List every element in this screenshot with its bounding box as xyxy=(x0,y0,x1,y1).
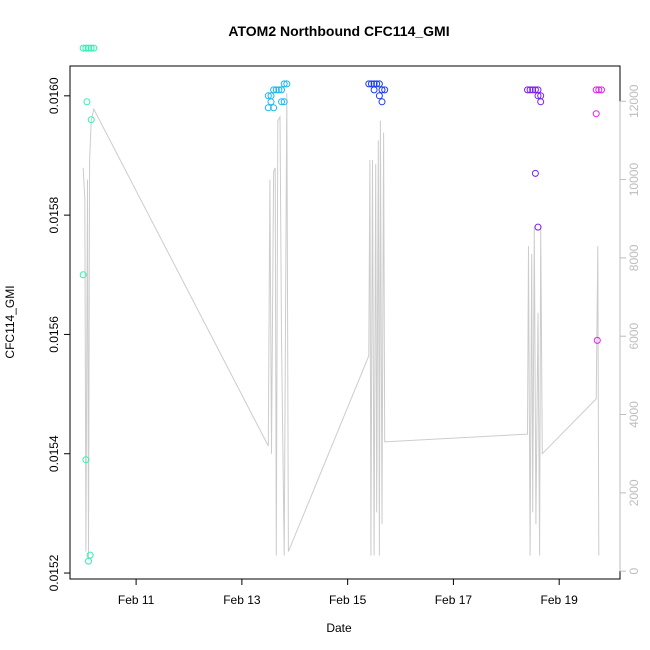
data-point xyxy=(526,86,534,94)
data-point xyxy=(598,86,605,94)
data-point xyxy=(375,80,383,88)
data-point xyxy=(375,92,383,100)
data-point xyxy=(264,104,272,112)
data-point xyxy=(280,80,288,88)
data-point xyxy=(531,169,539,177)
data-point xyxy=(87,116,95,124)
x-axis-label: Date xyxy=(326,621,352,635)
data-point xyxy=(79,44,87,52)
x-tick-label: Feb 17 xyxy=(435,593,473,607)
data-point xyxy=(367,80,375,88)
x-tick-label: Feb 13 xyxy=(223,593,261,607)
y-tick-label: 0.0160 xyxy=(47,77,61,114)
data-point xyxy=(85,557,92,565)
data-point xyxy=(593,336,601,344)
data-point xyxy=(373,80,381,88)
y-tick-label: 0.0152 xyxy=(47,554,61,591)
data-point xyxy=(275,86,283,94)
data-point xyxy=(278,98,285,106)
x-axis: Feb 11 Feb 13 Feb 15 Feb 17 Feb 19 xyxy=(118,579,578,607)
data-point xyxy=(378,86,386,94)
y-axis-label: CFC114_GMI xyxy=(3,285,17,358)
data-point xyxy=(283,80,291,88)
y2-tick-label: 4000 xyxy=(627,401,641,428)
y-tick-label: 0.0158 xyxy=(47,196,61,233)
data-point xyxy=(365,80,373,88)
data-point xyxy=(270,104,278,112)
data-point xyxy=(534,223,542,231)
y-axis: 0.0152 0.0154 0.0156 0.0158 0.0160 xyxy=(47,77,70,591)
data-point xyxy=(595,86,603,94)
points-layer xyxy=(79,44,605,565)
data-point xyxy=(592,86,600,94)
data-point xyxy=(524,86,531,94)
data-point xyxy=(272,86,280,94)
y2-tick-label: 10000 xyxy=(627,163,641,197)
data-point xyxy=(79,271,87,279)
data-point xyxy=(370,86,378,94)
chart-title: ATOM2 Northbound CFC114_GMI xyxy=(228,23,449,39)
y-tick-label: 0.0154 xyxy=(47,435,61,472)
y2-line-layer xyxy=(82,93,600,560)
x-tick-label: Feb 19 xyxy=(541,593,579,607)
y2-tick-label: 6000 xyxy=(627,323,641,350)
data-point xyxy=(90,44,98,52)
data-point xyxy=(264,92,272,100)
data-point xyxy=(537,98,545,106)
y2-tick-label: 2000 xyxy=(627,479,641,506)
data-point xyxy=(378,98,386,106)
y2-tick-label: 8000 xyxy=(627,244,641,271)
x-tick-label: Feb 15 xyxy=(329,593,367,607)
x-tick-label: Feb 11 xyxy=(118,593,155,607)
data-point xyxy=(381,86,389,94)
y2-series-line xyxy=(82,93,600,560)
y2-tick-label: 12000 xyxy=(627,84,641,118)
data-point xyxy=(83,98,91,106)
data-point xyxy=(278,86,285,94)
data-point xyxy=(529,86,537,94)
data-point xyxy=(531,86,539,94)
y2-tick-label: 0 xyxy=(627,568,641,575)
data-point xyxy=(82,456,90,464)
y2-axis: 0 2000 4000 6000 8000 10000 12000 xyxy=(619,84,641,575)
data-point xyxy=(267,98,275,106)
data-point xyxy=(592,110,600,118)
data-point xyxy=(87,44,95,52)
data-point xyxy=(82,44,90,52)
data-point xyxy=(270,86,278,94)
data-point xyxy=(534,92,542,100)
y-tick-label: 0.0156 xyxy=(47,316,61,353)
data-point xyxy=(280,98,288,106)
data-point xyxy=(85,44,92,52)
